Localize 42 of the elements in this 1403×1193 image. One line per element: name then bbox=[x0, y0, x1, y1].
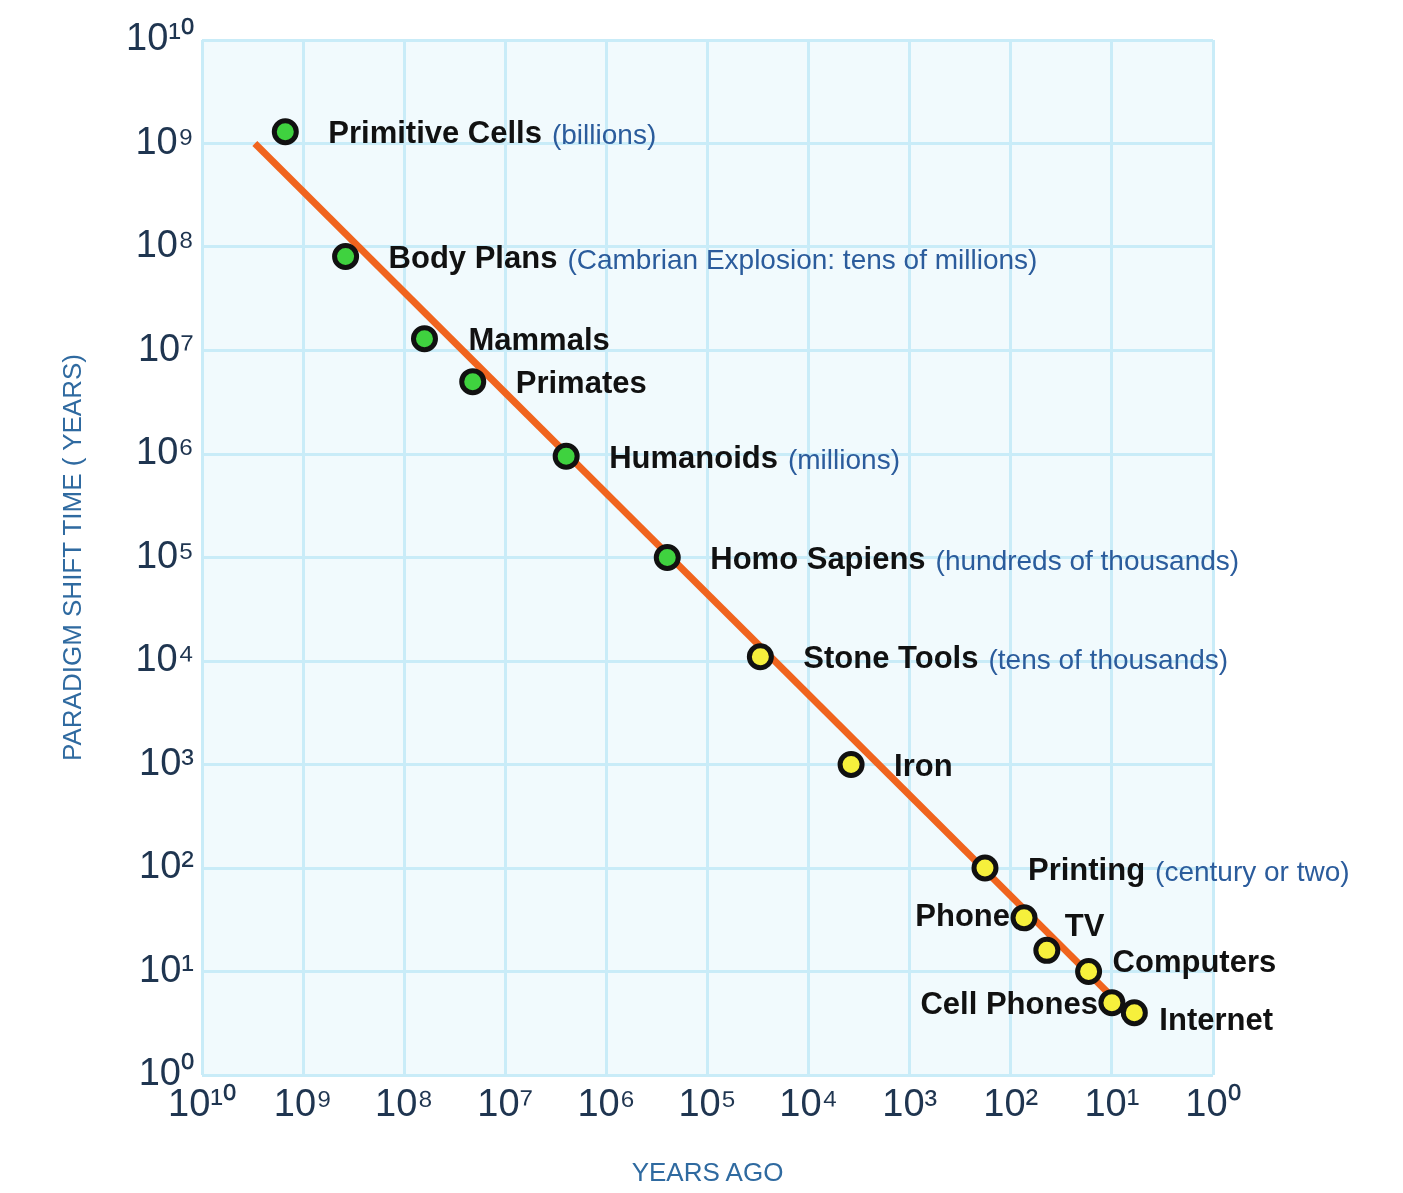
annotation: Homo Sapiens bbox=[710, 541, 926, 577]
x-tick-label: 10³ bbox=[882, 1082, 938, 1125]
y-tick-label: 10⁷ bbox=[137, 326, 194, 369]
y-tick-label: 10² bbox=[139, 844, 194, 887]
annotation: Mammals bbox=[468, 322, 610, 358]
y-tick-label: 10⁸ bbox=[135, 223, 194, 266]
annotation: Cell Phones bbox=[920, 986, 1098, 1022]
x-tick-label: 10⁷ bbox=[477, 1082, 534, 1125]
annotation: Body Plans bbox=[388, 240, 558, 276]
x-tick-label: 10⁸ bbox=[375, 1082, 434, 1125]
y-axis-title: PARADIGM SHIFT TIME ( YEARS) bbox=[56, 354, 87, 761]
x-tick-label: 10⁶ bbox=[577, 1082, 636, 1125]
y-tick-label: 10¹⁰ bbox=[126, 16, 194, 59]
annotation: (century or two) bbox=[1155, 855, 1350, 887]
x-tick-label: 10⁵ bbox=[678, 1082, 737, 1125]
annotation: Internet bbox=[1159, 1002, 1274, 1038]
annotation: Iron bbox=[894, 748, 953, 784]
x-tick-label: 10¹ bbox=[1084, 1082, 1140, 1125]
annotation: Humanoids bbox=[609, 439, 778, 475]
x-tick-label: 10² bbox=[983, 1082, 1039, 1125]
x-axis-title: YEARS AGO bbox=[631, 1156, 784, 1187]
y-tick-label: 10⁶ bbox=[136, 430, 194, 473]
y-tick-label: 10¹ bbox=[139, 947, 194, 990]
y-tick-label: 10³ bbox=[139, 740, 194, 783]
annotation: Phone bbox=[915, 898, 1011, 934]
y-tick-label: 10⁴ bbox=[135, 637, 194, 680]
annotation: Stone Tools bbox=[803, 640, 979, 676]
annotation: Primates bbox=[515, 365, 647, 401]
annotation: (tens of thousands) bbox=[988, 644, 1229, 676]
annotation: (millions) bbox=[787, 444, 900, 476]
annotation: (Cambrian Explosion: tens of millions) bbox=[567, 244, 1038, 276]
annotation: Computers bbox=[1112, 944, 1277, 980]
annotation: (hundreds of thousands) bbox=[935, 545, 1240, 577]
x-tick-label: 10⁹ bbox=[273, 1082, 333, 1125]
annotation: Printing bbox=[1027, 851, 1146, 887]
y-tick-label: 10⁹ bbox=[135, 119, 194, 162]
y-tick-label: 10⁵ bbox=[135, 533, 194, 576]
annotation: TV bbox=[1064, 907, 1105, 943]
annotation: (billions) bbox=[551, 119, 657, 151]
annotation: Primitive Cells bbox=[328, 115, 542, 151]
x-tick-label: 10⁰ bbox=[1185, 1082, 1241, 1125]
x-tick-label: 10⁴ bbox=[779, 1082, 838, 1125]
